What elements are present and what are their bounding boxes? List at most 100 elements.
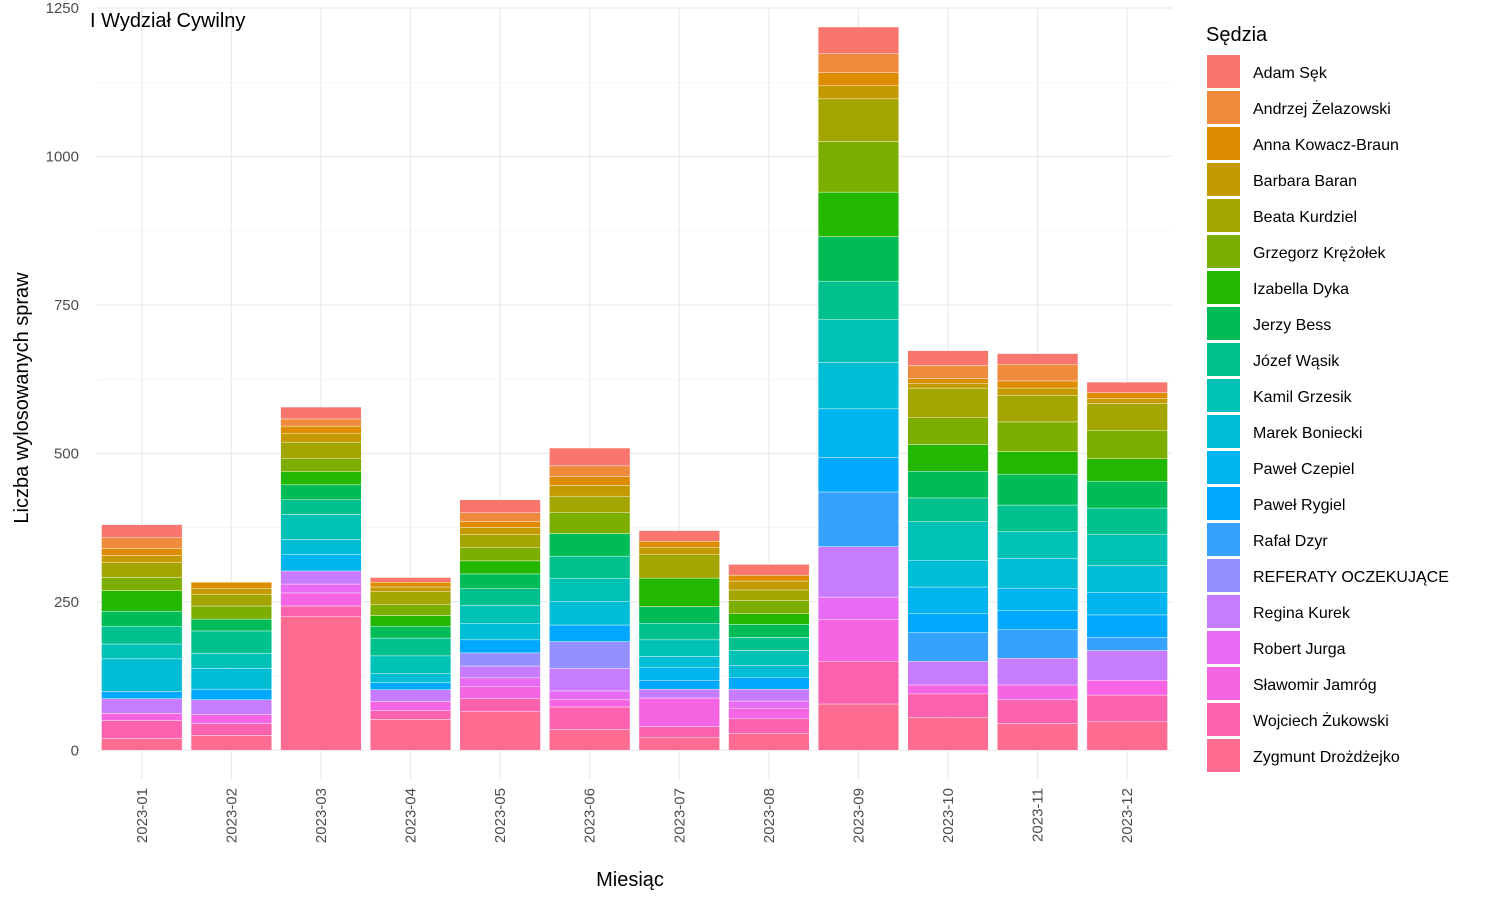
legend-swatch [1207,451,1240,484]
bar-segment [370,615,452,627]
legend-swatch [1207,307,1240,340]
bar-segment [817,362,899,410]
bar-segment [549,476,631,486]
bar-segment [728,580,810,591]
bar-segment [997,558,1079,589]
bar-segment [1086,381,1168,394]
bar-segment [459,623,541,641]
bar-segment [1086,534,1168,566]
y-axis-title: Liczba wylosowanych spraw [11,272,33,524]
bar-segment [280,471,362,486]
legend-swatch [1207,631,1240,664]
bar-segment [1086,650,1168,681]
bar-segment [907,350,989,366]
bar-segment [101,698,183,714]
bar-segment [1086,680,1168,696]
legend-swatch [1207,271,1240,304]
legend-label: Robert Jurga [1253,641,1346,658]
bar-segment [997,364,1079,382]
y-tick-label: 1250 [46,0,79,17]
bar-segment [728,624,810,638]
bar-segment [907,417,989,445]
bar-segment [817,98,899,142]
bar-segment [459,512,541,522]
bar-segment [728,718,810,734]
bar-segment [817,26,899,54]
bar-segment [638,606,720,624]
bar-segment [728,574,810,582]
bar-segment [1086,481,1168,509]
bar-segment [728,589,810,601]
bar-segment [370,637,452,657]
bar-segment [280,605,362,617]
bar-segment [728,564,810,576]
bar-segment [817,280,899,320]
bar-segment [280,592,362,607]
legend-label: Sławomir Jamróg [1253,677,1377,694]
bar-segment [997,353,1079,365]
bar-segment [817,596,899,620]
bar-segment [549,512,631,534]
bar-segment [1086,614,1168,638]
bar-segment [1086,398,1168,404]
bar-segment [190,618,272,632]
bar-segment [997,473,1079,506]
legend-label: Paweł Czepiel [1253,461,1354,478]
bar-segment [549,447,631,467]
legend-label: Paweł Rygiel [1253,497,1345,514]
bar-segment [370,682,452,690]
bar-segment [549,555,631,579]
legend-label: REFERATY OCZEKUJĄCE [1253,569,1449,586]
bar-segment [997,531,1079,559]
bar-segment [638,688,720,699]
legend-swatch [1207,595,1240,628]
bar-segment [280,539,362,555]
bar-segment [997,629,1079,659]
bar-segment [907,693,989,718]
bar-segment [549,690,631,701]
bar-segment [1086,694,1168,723]
bar-segment [728,733,810,751]
bar-segment [638,554,720,579]
bar-segment [638,697,720,727]
bar-segment [907,444,989,472]
bar-segment [370,625,452,639]
bar-segment [1086,637,1168,651]
bar-segment [280,441,362,459]
bar-segment [190,605,272,620]
legend-label: Kamil Grzesik [1253,389,1353,406]
bar-segment [190,653,272,669]
bar-segment [817,457,899,493]
x-tick-label: 2023-02 [223,788,240,843]
x-tick-label: 2023-10 [940,788,957,843]
y-tick-label: 1000 [46,148,79,165]
bar-segment [459,605,541,624]
bar-segment [280,616,362,751]
bar-segment [459,499,541,513]
bar-segment [728,677,810,690]
bar-segment [549,578,631,602]
bar-segment [997,723,1079,751]
bar-segment [190,699,272,715]
bar-segment [370,586,452,592]
legend-swatch [1207,235,1240,268]
bar-segment [370,582,452,588]
bar-segment [1086,392,1168,399]
bar-segment [549,495,631,513]
bar-segment [728,665,810,678]
y-tick-label: 500 [54,445,79,462]
bar-segment [1086,721,1168,751]
bar-segment [190,714,272,724]
bar-segment [907,586,989,614]
bar-segment [997,451,1079,475]
bar-segment [817,703,899,751]
bar-segment [728,700,810,709]
bar-segment [459,527,541,535]
bar-segment [549,729,631,751]
bar-segment [907,471,989,499]
bar-segment [997,421,1079,452]
bar-segment [638,680,720,690]
bar-segment [997,380,1079,389]
bar-segment [817,546,899,598]
bar-segment [549,699,631,708]
